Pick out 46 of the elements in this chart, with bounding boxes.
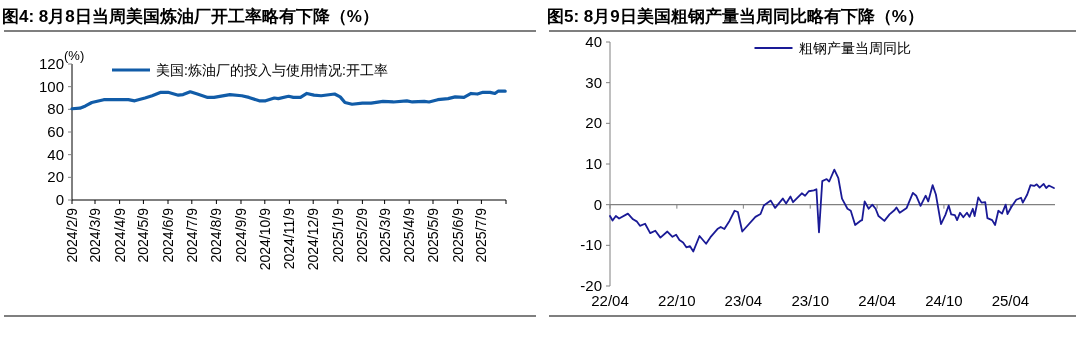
y-tick-label: 10 bbox=[585, 155, 602, 172]
x-tick-label: 2024/7/9 bbox=[183, 207, 200, 263]
x-tick-label: 2025/4/9 bbox=[401, 207, 418, 263]
x-tick-label: 2024/6/9 bbox=[160, 207, 176, 263]
x-tick-label: 24/04 bbox=[858, 292, 896, 309]
x-tick-label: 22/04 bbox=[591, 292, 629, 309]
y-tick-label: 20 bbox=[47, 168, 64, 186]
x-tick-label: 2025/6/9 bbox=[449, 207, 466, 263]
x-tick-label: 22/10 bbox=[658, 292, 696, 309]
legend-label: 美国:炼油厂的投入与使用情况:开工率 bbox=[156, 62, 388, 78]
y-tick-label: -20 bbox=[580, 277, 602, 294]
x-tick-label: 2025/2/9 bbox=[354, 207, 371, 263]
legend-label: 粗钢产量当周同比 bbox=[798, 40, 911, 56]
x-tick-label: 23/04 bbox=[724, 292, 763, 309]
x-tick-label: 2025/3/9 bbox=[376, 207, 393, 263]
x-tick-label: 2024/3/9 bbox=[87, 207, 104, 263]
y-tick-label: 0 bbox=[55, 191, 64, 208]
y-tick-label: 0 bbox=[593, 195, 602, 213]
y-tick-label: 60 bbox=[47, 123, 64, 140]
x-tick-label: 2025/7/9 bbox=[473, 207, 490, 263]
x-tick-label: 2024/4/9 bbox=[111, 207, 128, 263]
x-tick-label: 2025/1/9 bbox=[329, 207, 346, 263]
y-tick-label: -10 bbox=[580, 236, 602, 254]
chart-title: 图4: 8月8日当周美国炼油厂开工率略有下降（%） bbox=[2, 7, 379, 26]
x-tick-label: 2024/5/9 bbox=[135, 207, 152, 263]
x-tick-label: 25/04 bbox=[991, 292, 1030, 309]
chart-title: 图5: 8月9日美国粗钢产量当周同比略有下降（%） bbox=[547, 7, 924, 26]
x-tick-label: 2024/10/9 bbox=[256, 207, 273, 271]
x-tick-label: 23/10 bbox=[791, 292, 829, 309]
y-tick-label: 20 bbox=[585, 114, 602, 132]
x-tick-label: 24/10 bbox=[925, 292, 963, 309]
x-tick-label: 2024/12/9 bbox=[305, 207, 322, 271]
y-tick-label: 40 bbox=[585, 33, 602, 50]
x-tick-label: 2024/8/9 bbox=[208, 207, 225, 263]
y-tick-label: 30 bbox=[585, 73, 602, 91]
x-tick-label: 2024/2/9 bbox=[64, 207, 80, 263]
legend: 美国:炼油厂的投入与使用情况:开工率 bbox=[112, 62, 388, 78]
y-tick-label: 100 bbox=[38, 77, 64, 95]
y-tick-label: 120 bbox=[38, 55, 64, 72]
y-tick-label: 40 bbox=[47, 145, 64, 163]
x-tick-label: 2025/5/9 bbox=[425, 207, 442, 263]
y-tick-label: 80 bbox=[47, 100, 64, 118]
x-tick-label: 2024/9/9 bbox=[233, 207, 249, 263]
legend: 粗钢产量当周同比 bbox=[753, 40, 911, 56]
y-axis-title: (%) bbox=[64, 48, 85, 63]
x-tick-label: 2024/11/9 bbox=[281, 207, 298, 270]
